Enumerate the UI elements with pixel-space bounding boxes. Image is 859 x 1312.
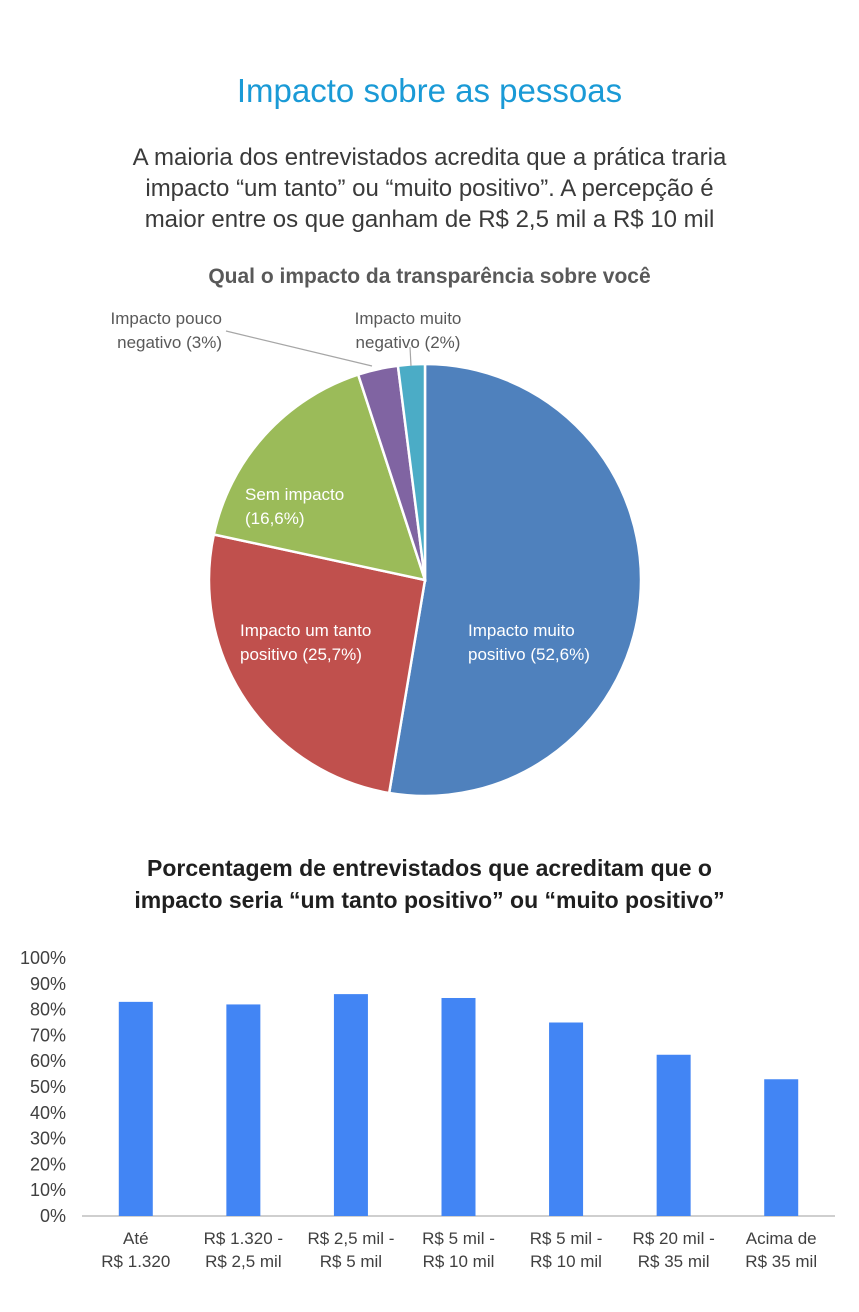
bar-chart-title: Porcentagem de entrevistados que acredit… (0, 852, 859, 916)
pie-slice-label: Impacto um tanto positivo (25,7%) (240, 621, 371, 664)
pie-chart: Impacto muito positivo (52,6%) Impacto um … (110, 309, 643, 798)
bar (333, 994, 368, 1216)
subtitle-line: impacto “um tanto” ou “muito positivo”. … (145, 175, 714, 202)
x-tick-label: R$ 5 mil -R$ 10 mil (422, 1229, 495, 1271)
y-tick-label: 90% (30, 974, 66, 994)
x-tick-label: R$ 1.320 -R$ 2,5 mil (204, 1229, 283, 1271)
x-tick-label: R$ 2,5 mil -R$ 5 mil (307, 1229, 394, 1271)
x-tick-label: Acima de R$ 35 mil (745, 1229, 817, 1271)
pie-leader-line (409, 346, 412, 367)
pie-chart-title: Qual o impacto da transparência sobre vo… (208, 265, 651, 288)
pie-slice-label: Impacto muito negativo (2%) (355, 309, 462, 352)
bar-chart: 0% 10% 20% 30% 40% 50% 60% 70% 80% 90% 100% Até R$ 1… (20, 948, 835, 1271)
y-tick-label: 100% (20, 948, 66, 968)
pie-leader-line (225, 330, 373, 367)
bar (656, 1054, 691, 1216)
y-tick-label: 0% (40, 1206, 66, 1226)
x-tick-label: R$ 20 mil -R$ 35 mil (633, 1229, 715, 1271)
pie-slice-label: Impacto muito positivo (52,6%) (468, 621, 590, 664)
y-tick-label: 60% (30, 1051, 66, 1071)
x-tick-label: Até R$ 1.320 (101, 1229, 170, 1271)
bar-chart-title-line: impacto seria “um tanto positivo” ou “mu… (134, 887, 725, 913)
pie-slice (212, 373, 427, 582)
y-tick-label: 30% (30, 1129, 66, 1149)
pie-slice-label: Sem impacto (16,6%) (245, 485, 344, 528)
bar (118, 1001, 153, 1216)
subtitle-line: A maioria dos entrevistados acredita que… (132, 144, 727, 171)
x-tick-label: R$ 5 mil -R$ 10 mil (530, 1229, 603, 1271)
y-tick-label: 20% (30, 1154, 66, 1174)
page-subtitle: A maioria dos entrevistados acredita que… (0, 142, 859, 235)
bar (441, 997, 476, 1216)
bar (764, 1079, 799, 1216)
pie-slice (387, 362, 643, 798)
y-tick-label: 10% (30, 1180, 66, 1200)
bar-chart-title-line: Porcentagem de entrevistados que acredit… (147, 855, 712, 881)
subtitle-line: maior entre os que ganham de R$ 2,5 mil … (144, 206, 715, 233)
pie-slice-label: Impacto pouco negativo (3%) (110, 309, 222, 352)
y-tick-label: 70% (30, 1025, 66, 1045)
y-tick-label: 50% (30, 1077, 66, 1097)
y-tick-label: 40% (30, 1103, 66, 1123)
bar (549, 1022, 584, 1216)
y-tick-label: 80% (30, 1000, 66, 1020)
pie-slice (207, 533, 427, 795)
bar (226, 1004, 261, 1216)
page-title: Impacto sobre as pessoas (236, 72, 623, 109)
